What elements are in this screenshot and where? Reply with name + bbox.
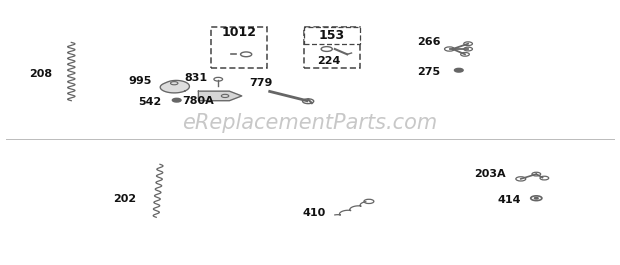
- Text: eReplacementParts.com: eReplacementParts.com: [182, 113, 438, 133]
- Circle shape: [534, 197, 538, 199]
- Text: 831: 831: [185, 73, 208, 83]
- Text: 410: 410: [303, 208, 326, 218]
- Text: 153: 153: [319, 29, 345, 42]
- Polygon shape: [160, 80, 189, 93]
- Text: 780A: 780A: [182, 96, 214, 106]
- Text: 275: 275: [417, 67, 440, 77]
- Text: 208: 208: [30, 69, 53, 79]
- Polygon shape: [198, 91, 242, 101]
- Text: 414: 414: [497, 195, 521, 205]
- Text: 542: 542: [138, 97, 161, 107]
- Text: 266: 266: [417, 37, 440, 47]
- Circle shape: [454, 68, 463, 72]
- Text: 202: 202: [113, 194, 136, 204]
- Bar: [304, 27, 360, 45]
- Text: 995: 995: [128, 76, 152, 86]
- Text: 1012: 1012: [221, 26, 256, 39]
- Text: 224: 224: [317, 56, 340, 66]
- Circle shape: [172, 98, 181, 102]
- Bar: [211, 27, 267, 68]
- Text: 203A: 203A: [474, 169, 505, 179]
- Text: 779: 779: [249, 78, 273, 89]
- Bar: [304, 27, 360, 68]
